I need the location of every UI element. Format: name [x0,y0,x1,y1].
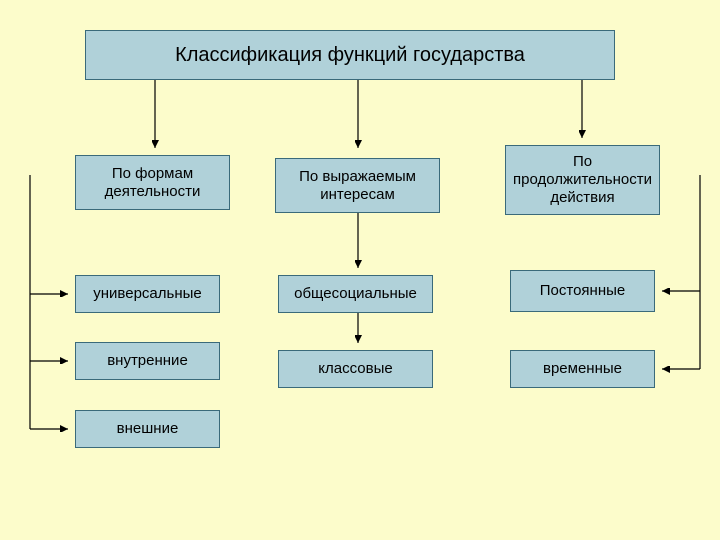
leaf-box-external: внешние [75,410,220,448]
leaf-label: универсальные [93,285,201,303]
leaf-label: временные [543,360,622,378]
category-label: По выражаемым интересам [276,168,439,204]
leaf-label: Постоянные [540,282,625,300]
category-box-duration: По продолжительности действия [505,145,660,215]
leaf-box-social: общесоциальные [278,275,433,313]
category-box-forms: По формам деятельности [75,155,230,210]
leaf-box-temporary: временные [510,350,655,388]
category-box-interests: По выражаемым интересам [275,158,440,213]
leaf-box-universal: универсальные [75,275,220,313]
category-label: По продолжительности действия [510,153,655,207]
leaf-box-internal: внутренние [75,342,220,380]
leaf-label: общесоциальные [294,285,417,303]
title-text: Классификация функций государства [175,43,525,67]
leaf-label: внутренние [107,352,188,370]
leaf-box-class: классовые [278,350,433,388]
leaf-label: классовые [318,360,392,378]
category-label: По формам деятельности [76,165,229,201]
leaf-box-permanent: Постоянные [510,270,655,312]
title-box: Классификация функций государства [85,30,615,80]
leaf-label: внешние [117,420,179,438]
